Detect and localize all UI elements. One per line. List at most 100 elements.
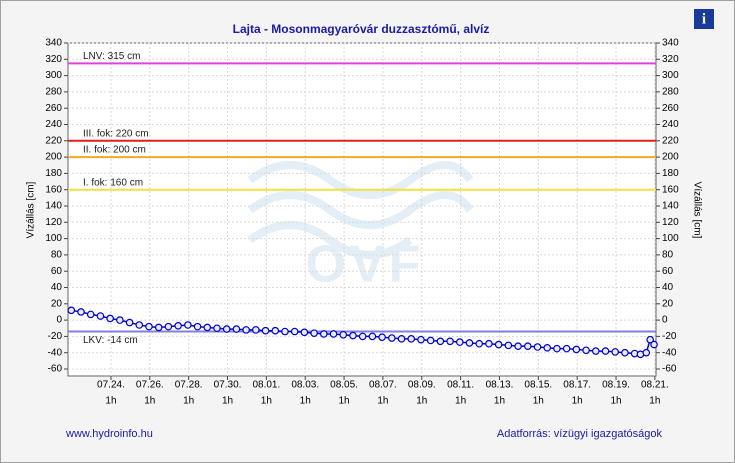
y2-tick-label: -40 <box>662 347 677 358</box>
y-tick-label: 340 <box>45 38 62 49</box>
data-point <box>145 322 153 331</box>
data-point <box>426 336 435 345</box>
y2-tick-label: 260 <box>662 103 679 114</box>
data-point <box>135 321 144 329</box>
wave <box>247 161 474 199</box>
data-point <box>543 344 552 352</box>
data-point <box>125 318 134 327</box>
data-point <box>514 342 522 350</box>
x-tick-label: 07.28. <box>175 380 203 391</box>
y-tick-label: 40 <box>51 282 63 293</box>
y-tick-label: 20 <box>51 298 63 309</box>
y-tick-label: -60 <box>48 364 63 375</box>
data-point <box>485 339 493 348</box>
x-tick-label: 08.09. <box>408 380 436 391</box>
y2-tick-label: 300 <box>662 70 679 81</box>
data-point <box>407 335 416 343</box>
x-tick-time: 1h <box>339 396 350 407</box>
y-tick-label: 240 <box>45 119 62 130</box>
data-point <box>456 338 464 346</box>
x-tick-time: 1h <box>533 396 544 407</box>
footer-right: Adatforrás: vízügyi igazgatóságok <box>497 428 663 440</box>
y2-tick-label: 200 <box>662 152 679 163</box>
data-point <box>116 316 124 324</box>
y-axis-label: Vízállás [cm] <box>26 181 37 238</box>
data-point <box>164 322 173 331</box>
y2-tick-label: 0 <box>662 315 668 326</box>
y-tick-label: 140 <box>45 201 62 212</box>
x-tick-label: 08.11. <box>447 380 474 391</box>
wave <box>247 191 474 229</box>
data-point <box>349 331 357 340</box>
y2-axis-label: Vízállás [cm] <box>691 182 702 239</box>
data-point <box>300 328 309 337</box>
data-point <box>621 348 629 357</box>
data-point <box>611 348 620 356</box>
y-tick-label: 100 <box>45 233 62 244</box>
data-point <box>504 341 513 350</box>
data-point <box>591 347 600 355</box>
y-tick-label: 260 <box>45 103 62 114</box>
data-point <box>553 344 561 353</box>
footer-left[interactable]: www.hydroinfo.hu <box>65 428 153 440</box>
data-point <box>436 337 445 346</box>
info-icon[interactable]: i <box>702 11 706 27</box>
data-point <box>222 325 231 333</box>
y-tick-label: 80 <box>51 250 63 261</box>
x-tick-time: 1h <box>183 396 194 407</box>
data-point <box>213 324 221 333</box>
y-tick-label: 160 <box>45 184 62 195</box>
x-tick-label: 07.26. <box>136 380 164 391</box>
y2-tick-label: 100 <box>662 233 679 244</box>
y2-tick-label: -60 <box>662 364 677 375</box>
y-tick-label: 0 <box>56 315 62 326</box>
data-point <box>533 343 542 351</box>
x-tick-time: 1h <box>455 396 466 407</box>
data-point <box>329 330 338 338</box>
data-point <box>67 306 76 315</box>
info-button[interactable] <box>694 9 714 29</box>
y2-tick-label: 80 <box>662 250 674 261</box>
data-point <box>271 326 280 335</box>
data-point <box>523 342 532 350</box>
data-point <box>203 323 212 332</box>
data-point <box>465 339 474 347</box>
x-tick-label: 07.24. <box>97 380 125 391</box>
x-tick-label: 08.05. <box>330 380 358 391</box>
y-tick-label: 180 <box>45 168 62 179</box>
y2-tick-label: 240 <box>662 119 679 130</box>
y2-tick-label: 40 <box>662 282 674 293</box>
data-point <box>378 333 386 342</box>
y2-tick-label: 340 <box>662 38 679 49</box>
data-point <box>96 312 105 320</box>
data-point <box>77 308 85 316</box>
y2-tick-label: 60 <box>662 266 674 277</box>
y-tick-label: 200 <box>45 152 62 163</box>
threshold-label: I. fok: 160 cm <box>83 177 143 188</box>
x-tick-label: 08.03. <box>291 380 319 391</box>
threshold-label: III. fok: 220 cm <box>83 128 149 139</box>
data-point <box>646 335 654 344</box>
x-tick-label: 08.01. <box>252 380 280 391</box>
x-tick-time: 1h <box>222 396 233 407</box>
chart-title: Lajta - Mosonmagyaróvár duzzasztómű, alv… <box>233 22 490 36</box>
x-tick-time: 1h <box>649 396 660 407</box>
data-point <box>106 314 114 323</box>
data-point <box>193 322 202 331</box>
data-point <box>290 327 299 336</box>
y2-tick-label: 120 <box>662 217 679 228</box>
data-point <box>417 335 425 344</box>
data-point <box>339 330 348 339</box>
data-point <box>320 330 328 338</box>
y-tick-label: 60 <box>51 266 63 277</box>
y2-tick-label: 140 <box>662 201 679 212</box>
x-tick-time: 1h <box>494 396 505 407</box>
y2-tick-label: 20 <box>662 298 674 309</box>
data-point <box>261 326 270 335</box>
data-point <box>174 322 182 330</box>
x-tick-label: 08.07. <box>369 380 397 391</box>
data-point <box>368 332 377 341</box>
y2-tick-label: 180 <box>662 168 679 179</box>
x-tick-label: 08.21. <box>641 380 669 391</box>
